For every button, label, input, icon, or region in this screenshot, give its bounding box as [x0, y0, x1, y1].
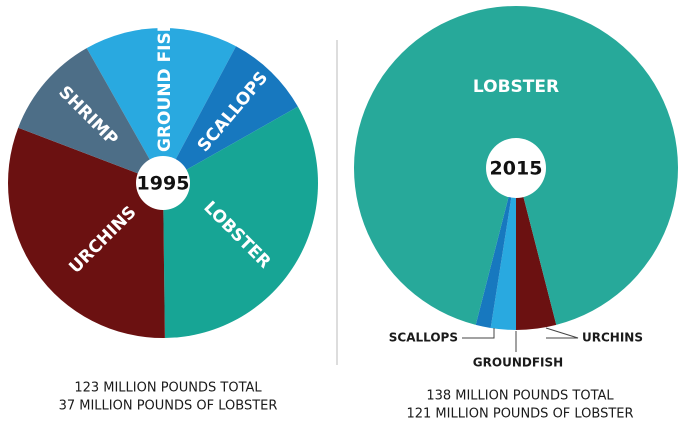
pie-slice [163, 46, 298, 183]
caption-line: 138 MILLION POUNDS TOTAL [426, 389, 614, 404]
caption-line: 37 MILLION POUNDS OF LOBSTER [59, 399, 278, 414]
caption-line: 123 MILLION POUNDS TOTAL [74, 381, 262, 396]
slice-label: GROUNDFISH [473, 356, 563, 370]
pie-year: 2015 [490, 158, 543, 180]
pie-slice [490, 168, 516, 330]
pie-slice [475, 168, 516, 329]
slice-label: LOBSTER [473, 77, 559, 97]
leader-line [462, 328, 495, 339]
leader-line [545, 327, 579, 339]
pie-slice [18, 48, 164, 184]
slice-label: URCHINS [582, 331, 643, 345]
center-hole [136, 156, 190, 210]
slice-label: GROUND FISH [155, 18, 175, 152]
pie-year: 1995 [137, 173, 190, 195]
pie-slice [163, 106, 318, 338]
caption-line: 121 MILLION POUNDS OF LOBSTER [406, 407, 633, 422]
pie-slice [86, 27, 237, 183]
pie-slice [7, 127, 165, 339]
center-hole [486, 138, 546, 198]
pie-slice [516, 168, 557, 330]
slice-label: SCALLOPS [389, 331, 458, 345]
